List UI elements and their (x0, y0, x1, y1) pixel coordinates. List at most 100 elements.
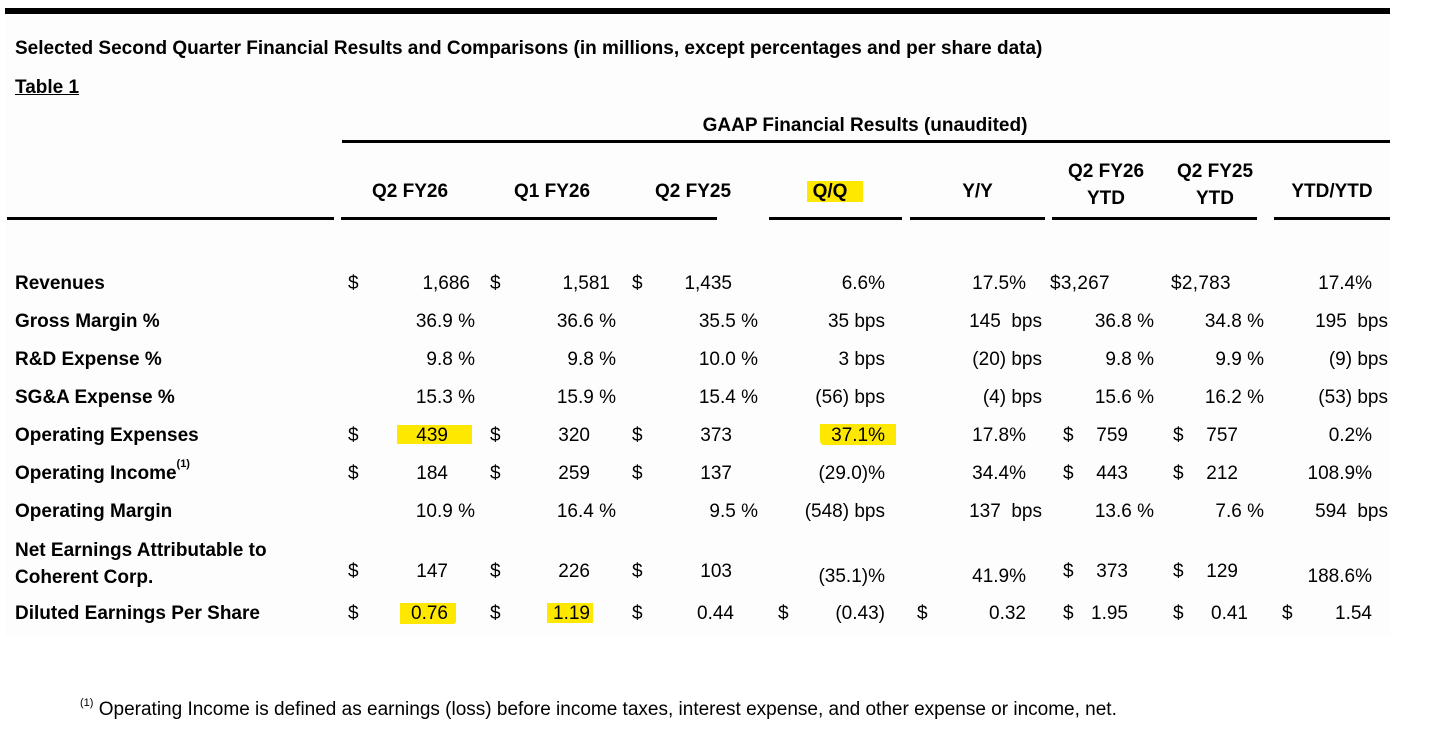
currency-symbol: $ (778, 603, 789, 624)
cell-qq: 3 bps (838, 349, 885, 370)
cell-qq: (0.43) (835, 603, 885, 624)
cell-qq: 37.1% (831, 425, 885, 446)
cell-q2fy25-ytd: 212 (1206, 463, 1238, 484)
cell-q2fy25: 9.5 % (709, 501, 758, 522)
currency-symbol: $ (1173, 561, 1184, 582)
group-header-rule (342, 140, 1390, 143)
cell-ytdytd: 188.6% (1307, 566, 1372, 587)
highlight-mark (397, 425, 472, 444)
column-header-q2fy26: Q2 FY26 (371, 181, 449, 202)
cell-ytdytd: 195 bps (1315, 311, 1388, 332)
cell-q2fy26-ytd: 443 (1096, 463, 1128, 484)
cell-q2fy25: 137 (700, 463, 732, 484)
row-label: SG&A Expense % (15, 387, 175, 408)
highlight-mark (820, 424, 896, 445)
cell-q2fy25: 373 (700, 425, 732, 446)
row-label: Diluted Earnings Per Share (15, 603, 260, 624)
row-label: Operating Expenses (15, 425, 199, 446)
cell-q2fy26-ytd: $3,267 (1050, 273, 1110, 294)
footnote-marker: (1) (80, 697, 94, 709)
cell-q1fy26: 226 (558, 561, 590, 582)
cell-qq: (548) bps (804, 501, 885, 522)
currency-symbol: $ (1173, 425, 1184, 446)
currency-symbol: $ (632, 603, 643, 624)
column-header-q2fy25-ytd: Q2 FY25 YTD (1176, 161, 1254, 209)
currency-symbol: $ (348, 603, 359, 624)
header-rule-yy (910, 217, 1045, 220)
cell-ytdytd: (9) bps (1328, 349, 1388, 370)
column-header-ytdytd: YTD/YTD (1291, 181, 1373, 202)
cell-q2fy25: 1,435 (684, 273, 732, 294)
cell-q2fy25-ytd: 0.41 (1211, 603, 1248, 624)
cell-q2fy26-ytd: 13.6 % (1094, 501, 1154, 522)
column-header-q2fy25: Q2 FY25 (654, 181, 732, 202)
group-header: GAAP Financial Results (unaudited) (702, 115, 1028, 136)
cell-ytdytd: 1.54 (1335, 603, 1372, 624)
top-rule (5, 8, 1390, 14)
cell-q2fy26: 36.9 % (415, 311, 475, 332)
cell-q2fy26: 15.3 % (415, 387, 475, 408)
cell-q2fy26-ytd: 759 (1096, 425, 1128, 446)
cell-q2fy25-ytd: 129 (1206, 561, 1238, 582)
cell-qq: (35.1)% (818, 566, 885, 587)
cell-yy: (20) bps (972, 349, 1042, 370)
cell-q2fy26: 9.8 % (426, 349, 475, 370)
cell-q2fy26: 0.76 (411, 603, 448, 624)
cell-q2fy26-ytd: 1.95 (1091, 603, 1128, 624)
table-label: Table 1 (15, 77, 80, 98)
cell-q2fy26: 1,686 (422, 273, 470, 294)
cell-q2fy26-ytd: 36.8 % (1094, 311, 1154, 332)
footnote-text: Operating Income is defined as earnings … (98, 699, 1117, 720)
currency-symbol: $ (490, 561, 501, 582)
highlight-mark: Q/Q (806, 181, 864, 202)
header-rule-extra (717, 217, 759, 220)
cell-q1fy26: 16.4 % (556, 501, 616, 522)
cell-ytdytd: 17.4% (1318, 273, 1372, 294)
column-header-q2fy26-ytd: Q2 FY26 YTD (1067, 161, 1145, 209)
currency-symbol: $ (632, 273, 643, 294)
currency-symbol: $ (490, 463, 501, 484)
highlight-mark (400, 603, 456, 624)
cell-q2fy26: 147 (416, 561, 448, 582)
cell-yy: 137 bps (969, 501, 1042, 522)
cell-q2fy25-ytd: 9.9 % (1215, 349, 1264, 370)
title-background (5, 16, 1390, 636)
cell-q2fy26: 439 (416, 425, 448, 446)
cell-q2fy26: 184 (416, 463, 448, 484)
cell-yy: 41.9% (972, 566, 1026, 587)
header-rule-label (7, 217, 334, 220)
currency-symbol: $ (1282, 603, 1293, 624)
currency-symbol: $ (917, 603, 928, 624)
row-label: R&D Expense % (15, 349, 162, 370)
cell-q2fy25-ytd: $2,783 (1171, 273, 1231, 294)
currency-symbol: $ (1173, 603, 1184, 624)
cell-q1fy26: 36.6 % (556, 311, 616, 332)
cell-q1fy26: 320 (558, 425, 590, 446)
cell-yy: 17.8% (972, 425, 1026, 446)
cell-ytdytd: 108.9% (1307, 463, 1372, 484)
currency-symbol: $ (348, 273, 359, 294)
currency-symbol: $ (490, 425, 501, 446)
highlight-mark (547, 603, 593, 623)
cell-q2fy26-ytd: 15.6 % (1094, 387, 1154, 408)
cell-qq: (29.0)% (818, 463, 885, 484)
row-label: Gross Margin % (15, 311, 160, 332)
currency-symbol: $ (632, 561, 643, 582)
cell-q2fy25: 15.4 % (698, 387, 758, 408)
cell-q2fy25: 0.44 (697, 603, 734, 624)
cell-q2fy25-ytd: 757 (1206, 425, 1238, 446)
cell-q2fy26-ytd: 9.8 % (1105, 349, 1154, 370)
currency-symbol: $ (632, 463, 643, 484)
currency-symbol: $ (1173, 463, 1184, 484)
cell-yy: 34.4% (972, 463, 1026, 484)
currency-symbol: $ (1063, 425, 1074, 446)
cell-q1fy26: 9.8 % (567, 349, 616, 370)
footnote: (1) Operating Income is defined as earni… (80, 697, 1117, 721)
cell-qq: (56) bps (815, 387, 885, 408)
cell-ytdytd: 594 bps (1315, 501, 1388, 522)
currency-symbol: $ (1063, 561, 1074, 582)
currency-symbol: $ (490, 273, 501, 294)
column-header-yy: Y/Y (962, 181, 993, 202)
cell-yy: 145 bps (969, 311, 1042, 332)
currency-symbol: $ (348, 561, 359, 582)
